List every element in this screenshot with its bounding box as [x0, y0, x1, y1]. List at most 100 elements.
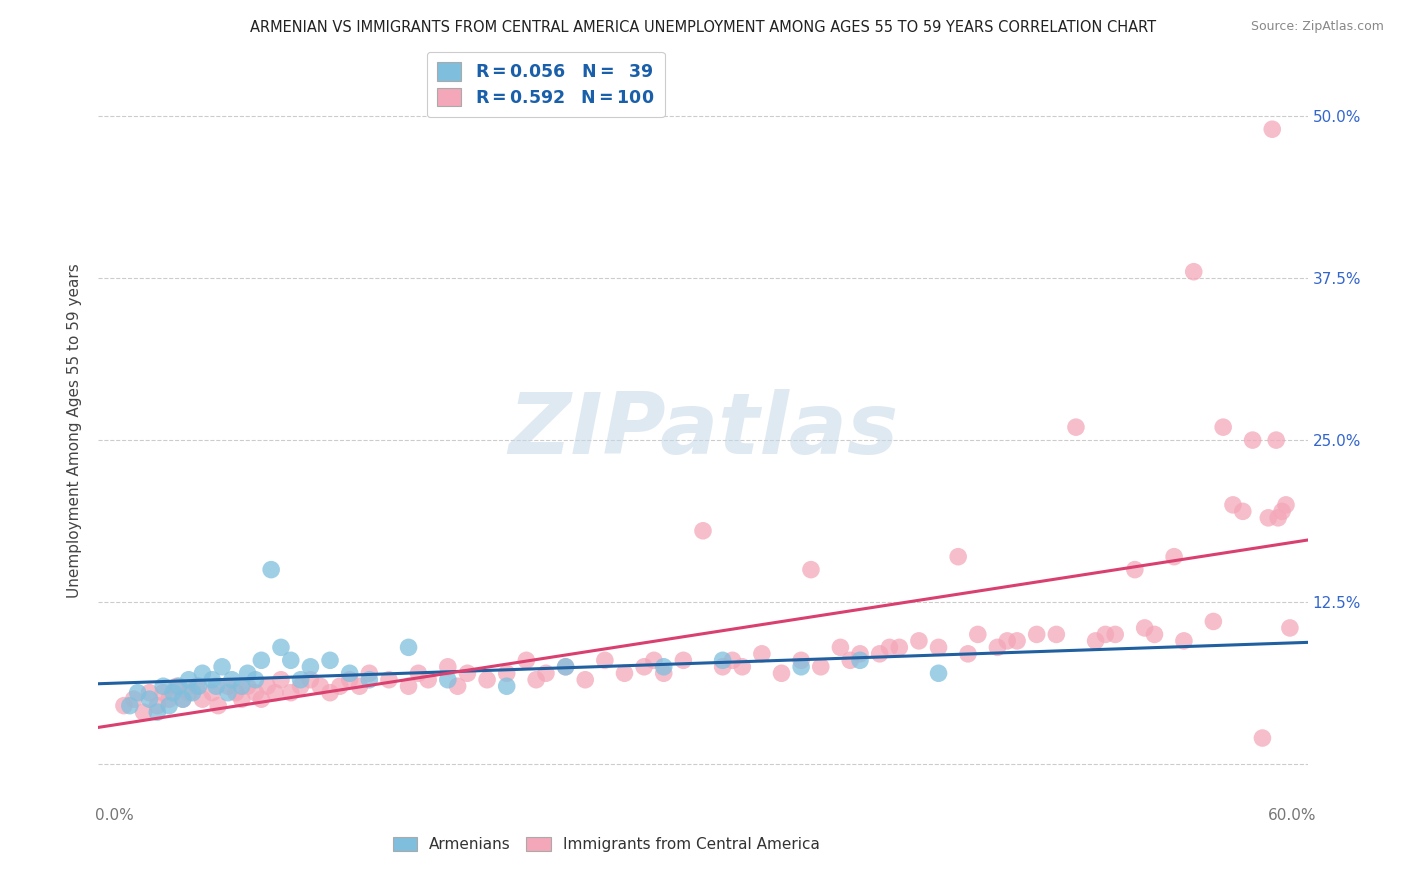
Point	[245, 686, 267, 700]
Point	[643, 653, 665, 667]
Point	[172, 692, 194, 706]
Point	[132, 705, 155, 719]
Point	[217, 686, 239, 700]
Point	[1267, 511, 1289, 525]
Point	[264, 686, 287, 700]
Point	[751, 647, 773, 661]
Point	[554, 660, 576, 674]
Point	[172, 692, 194, 706]
Point	[770, 666, 793, 681]
Point	[1261, 122, 1284, 136]
Point	[250, 692, 273, 706]
Point	[731, 660, 754, 674]
Point	[1251, 731, 1274, 745]
Point	[378, 673, 401, 687]
Point	[437, 673, 460, 687]
Point	[205, 679, 228, 693]
Point	[152, 679, 174, 693]
Point	[309, 679, 332, 693]
Point	[928, 666, 950, 681]
Point	[986, 640, 1008, 655]
Point	[1275, 498, 1298, 512]
Point	[201, 673, 224, 687]
Point	[166, 679, 188, 693]
Point	[879, 640, 901, 655]
Point	[201, 686, 224, 700]
Point	[260, 563, 283, 577]
Point	[946, 549, 969, 564]
Point	[167, 679, 190, 693]
Point	[122, 692, 145, 706]
Point	[398, 640, 420, 655]
Point	[270, 673, 292, 687]
Point	[966, 627, 988, 641]
Point	[236, 666, 259, 681]
Point	[810, 660, 832, 674]
Point	[495, 666, 517, 681]
Point	[849, 653, 872, 667]
Point	[446, 679, 468, 693]
Point	[437, 660, 460, 674]
Point	[211, 660, 233, 674]
Point	[633, 660, 655, 674]
Point	[299, 673, 322, 687]
Point	[339, 666, 361, 681]
Point	[613, 666, 636, 681]
Point	[849, 647, 872, 661]
Y-axis label: Unemployment Among Ages 55 to 59 years: Unemployment Among Ages 55 to 59 years	[67, 263, 83, 598]
Point	[187, 679, 209, 693]
Point	[280, 686, 302, 700]
Point	[191, 666, 214, 681]
Point	[1133, 621, 1156, 635]
Point	[928, 640, 950, 655]
Legend: Armenians, Immigrants from Central America: Armenians, Immigrants from Central Ameri…	[387, 831, 825, 858]
Point	[177, 686, 200, 700]
Point	[908, 633, 931, 648]
Point	[191, 692, 214, 706]
Point	[186, 679, 208, 693]
Point	[1241, 433, 1264, 447]
Point	[250, 653, 273, 667]
Point	[652, 660, 675, 674]
Point	[830, 640, 852, 655]
Point	[692, 524, 714, 538]
Point	[349, 679, 371, 693]
Point	[1005, 633, 1028, 648]
Point	[329, 679, 352, 693]
Point	[299, 660, 322, 674]
Point	[217, 679, 239, 693]
Point	[339, 673, 361, 687]
Point	[1182, 265, 1205, 279]
Point	[157, 698, 180, 713]
Point	[1173, 633, 1195, 648]
Point	[152, 686, 174, 700]
Point	[290, 679, 312, 693]
Point	[1163, 549, 1185, 564]
Point	[1265, 433, 1288, 447]
Point	[495, 679, 517, 693]
Point	[1084, 633, 1107, 648]
Point	[418, 673, 440, 687]
Point	[231, 679, 253, 693]
Point	[524, 673, 547, 687]
Point	[138, 692, 160, 706]
Text: ZIPatlas: ZIPatlas	[508, 389, 898, 472]
Point	[1271, 504, 1294, 518]
Point	[290, 673, 312, 687]
Point	[1045, 627, 1067, 641]
Point	[672, 653, 695, 667]
Point	[319, 686, 342, 700]
Point	[146, 705, 169, 719]
Point	[398, 679, 420, 693]
Point	[574, 673, 596, 687]
Point	[359, 673, 381, 687]
Point	[800, 563, 823, 577]
Point	[231, 692, 253, 706]
Point	[207, 698, 229, 713]
Point	[1278, 621, 1301, 635]
Point	[256, 679, 278, 693]
Point	[1064, 420, 1087, 434]
Point	[1212, 420, 1234, 434]
Point	[554, 660, 576, 674]
Point	[475, 673, 498, 687]
